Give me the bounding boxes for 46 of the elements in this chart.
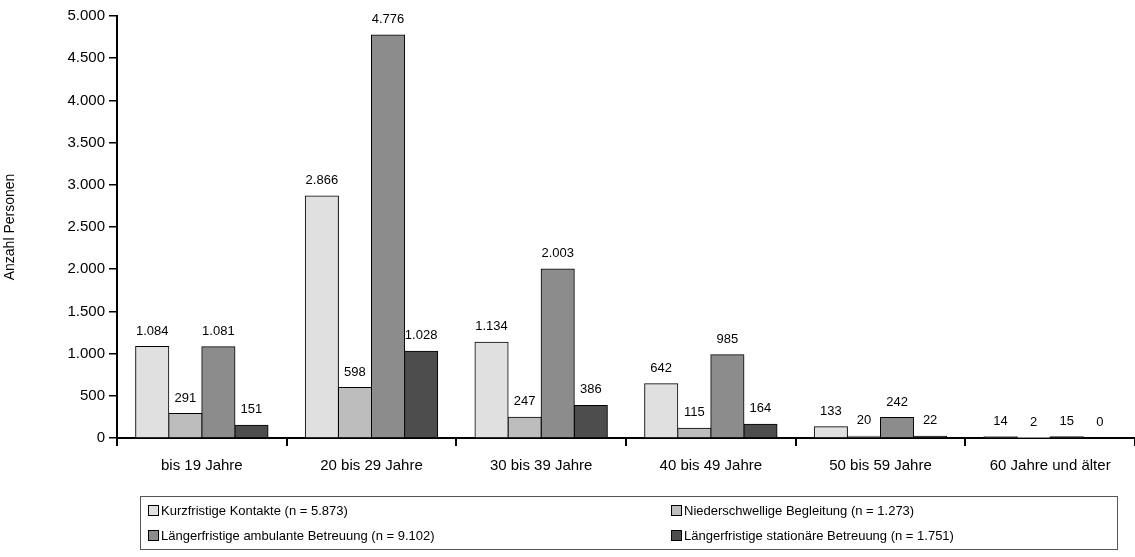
data-label: 386 — [579, 381, 602, 397]
y-tick-label: 1.500 — [67, 301, 105, 319]
y-tick-label: 1.000 — [67, 343, 105, 361]
data-label: 15 — [1059, 412, 1074, 428]
y-axis-title: Anzahl Personen — [1, 173, 18, 281]
data-label: 242 — [886, 393, 908, 409]
data-label: 1.084 — [135, 322, 169, 338]
data-label: 20 — [856, 412, 872, 428]
data-label: 14 — [993, 412, 1008, 428]
data-label: 1.134 — [475, 318, 508, 334]
data-label: 598 — [344, 363, 366, 379]
data-label: 1.081 — [202, 322, 235, 338]
y-tick-label: 3.500 — [67, 132, 105, 150]
x-tick-label: 60 Jahre und älter — [989, 456, 1111, 474]
data-label: 22 — [922, 412, 938, 428]
x-tick-label: 40 bis 49 Jahre — [659, 456, 763, 474]
data-label: 642 — [650, 359, 673, 375]
data-label: 2.866 — [305, 172, 339, 188]
y-tick-label: 4.500 — [67, 48, 105, 66]
data-label: 2.003 — [541, 245, 574, 261]
data-label: 0 — [1096, 414, 1104, 430]
data-label: 164 — [749, 400, 772, 416]
data-label: 247 — [513, 393, 536, 409]
data-label: 151 — [240, 401, 263, 417]
y-tick-label: 5.000 — [67, 6, 105, 24]
y-tick-label: 0 — [96, 428, 105, 446]
y-tick-label: 4.000 — [67, 90, 105, 108]
legend-label: Längerfristige stationäre Betreuung (n = 1.751) — [684, 528, 954, 543]
data-label: 133 — [820, 402, 842, 418]
legend-label: Kurzfristige Kontakte (n = 5.873) — [161, 503, 348, 518]
data-label: 1.028 — [404, 327, 438, 343]
data-label: 115 — [683, 404, 705, 420]
y-tick-label: 2.000 — [67, 259, 105, 277]
legend-label: Längerfristige ambulante Betreuung (n = 9.102) — [161, 528, 435, 543]
x-tick-label: bis 19 Jahre — [160, 456, 243, 474]
y-tick-label: 3.000 — [67, 174, 105, 192]
data-label: 985 — [716, 330, 739, 346]
legend-label: Niederschwellige Begleitung (n = 1.273) — [684, 503, 915, 518]
x-tick-label: 30 bis 39 Jahre — [489, 456, 593, 474]
y-tick-label: 2.500 — [67, 217, 105, 235]
x-tick-label: 50 bis 59 Jahre — [829, 456, 932, 474]
data-label: 2 — [1030, 413, 1038, 429]
x-tick-label: 20 bis 29 Jahre — [320, 456, 423, 474]
y-tick-label: 500 — [79, 385, 105, 403]
data-label: 4.776 — [371, 10, 405, 26]
data-label: 291 — [174, 389, 197, 405]
